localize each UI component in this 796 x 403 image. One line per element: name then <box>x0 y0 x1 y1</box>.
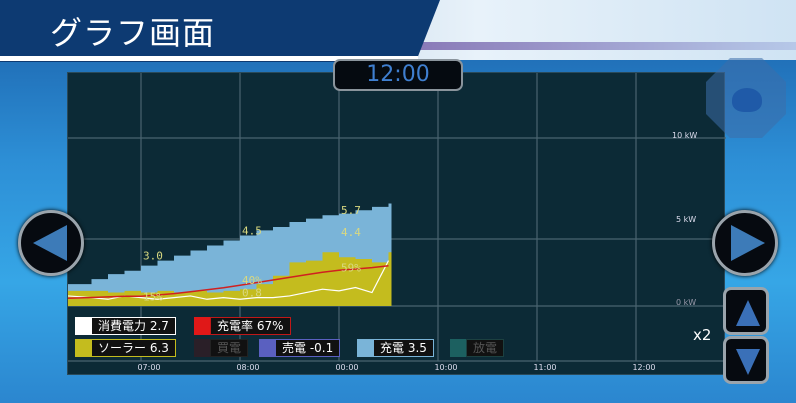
legend-buy: 買電 <box>194 339 249 357</box>
x-tick-label: 11:00 <box>533 363 557 372</box>
annotation-label: 5.7 <box>341 204 361 217</box>
prev-button[interactable] <box>18 210 84 276</box>
chart-svg: 3.0 15% 4.5 40%0.8 5.7 4.4 59% <box>68 73 726 362</box>
clock-display: 12:00 <box>333 59 463 91</box>
legend-sell: 売電 -0.1 <box>259 339 341 357</box>
y-tick-10: 10 kW <box>672 131 698 140</box>
legend-solar: ソーラー 6.3 <box>75 339 176 357</box>
zoom-in-button[interactable] <box>723 287 769 335</box>
x-tick-label: 12:00 <box>632 363 656 372</box>
annotation-label: 15% <box>143 290 163 303</box>
charge-rate-line <box>68 264 389 299</box>
y-tick-5: 5 kW <box>676 215 697 224</box>
legend-charge-rate: 充電率 67% <box>194 317 291 335</box>
x-tick-label: 08:00 <box>236 363 260 372</box>
x-tick-label: 07:00 <box>137 363 161 372</box>
title-bar <box>0 0 440 62</box>
annotation-label: 4.4 <box>341 226 361 239</box>
x-tick-label: 10:00 <box>434 363 458 372</box>
arrow-down-icon <box>736 349 760 375</box>
annotation-label: 40% <box>242 274 262 287</box>
paw-icon[interactable] <box>706 58 786 138</box>
page-title: グラフ画面 <box>50 14 216 52</box>
zoom-level: x2 <box>693 326 712 344</box>
title-underline <box>0 56 418 61</box>
x-tick-label: 00:00 <box>335 363 359 372</box>
arrow-left-icon <box>33 225 67 261</box>
annotation-label: 4.5 <box>242 224 262 237</box>
annotation-label: 3.0 <box>143 250 163 263</box>
annotation-label: 0.8 <box>242 287 262 300</box>
legend-discharge: 放電 <box>450 339 505 357</box>
arrow-up-icon <box>736 300 760 326</box>
annotation-label: 59% <box>341 262 361 275</box>
y-tick-0: 0 kW <box>676 298 697 307</box>
solar-area <box>68 252 392 306</box>
arrow-right-icon <box>731 225 765 261</box>
next-button[interactable] <box>712 210 778 276</box>
legend-charge: 充電 3.5 <box>357 339 434 357</box>
zoom-out-button[interactable] <box>723 336 769 384</box>
top-band-accent <box>420 42 796 50</box>
chart-area: 3.0 15% 4.5 40% 0.8 5.7 4.4 59% <box>67 72 726 375</box>
legend-consumption: 消費電力 2.7 <box>75 317 176 335</box>
